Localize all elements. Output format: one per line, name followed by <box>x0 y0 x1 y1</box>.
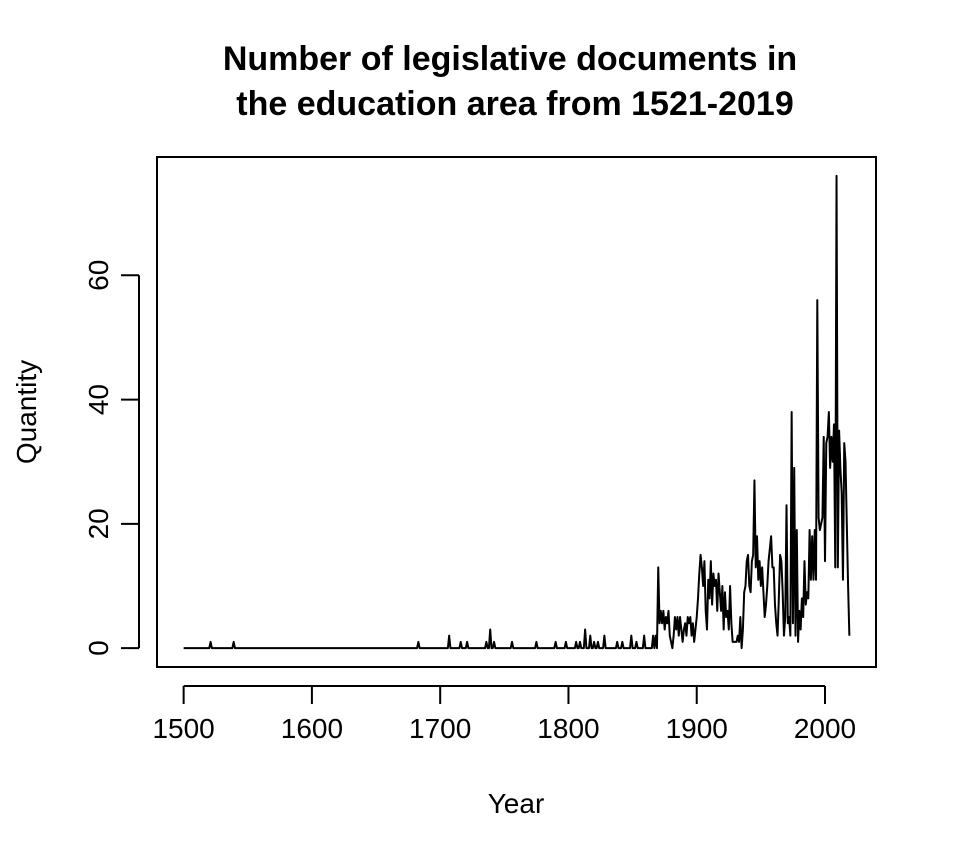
x-tick-label: 1600 <box>281 713 343 744</box>
y-tick-label: 40 <box>83 384 114 415</box>
x-tick-label: 2000 <box>794 713 856 744</box>
y-tick-label: 20 <box>83 508 114 539</box>
x-tick-label: 1800 <box>537 713 599 744</box>
x-tick-label: 1700 <box>409 713 471 744</box>
y-axis-label: Quantity <box>11 360 42 464</box>
y-tick-label: 60 <box>83 260 114 291</box>
x-tick-label: 1500 <box>152 713 214 744</box>
x-axis-label: Year <box>488 788 545 819</box>
chart-title: Number of legislative documents in <box>223 40 797 78</box>
y-tick-label: 0 <box>83 640 114 656</box>
chart-title: the education area from 1521-2019 <box>236 85 793 123</box>
plot-frame <box>156 156 877 668</box>
x-tick-label: 1900 <box>666 713 728 744</box>
data-line <box>183 174 851 650</box>
